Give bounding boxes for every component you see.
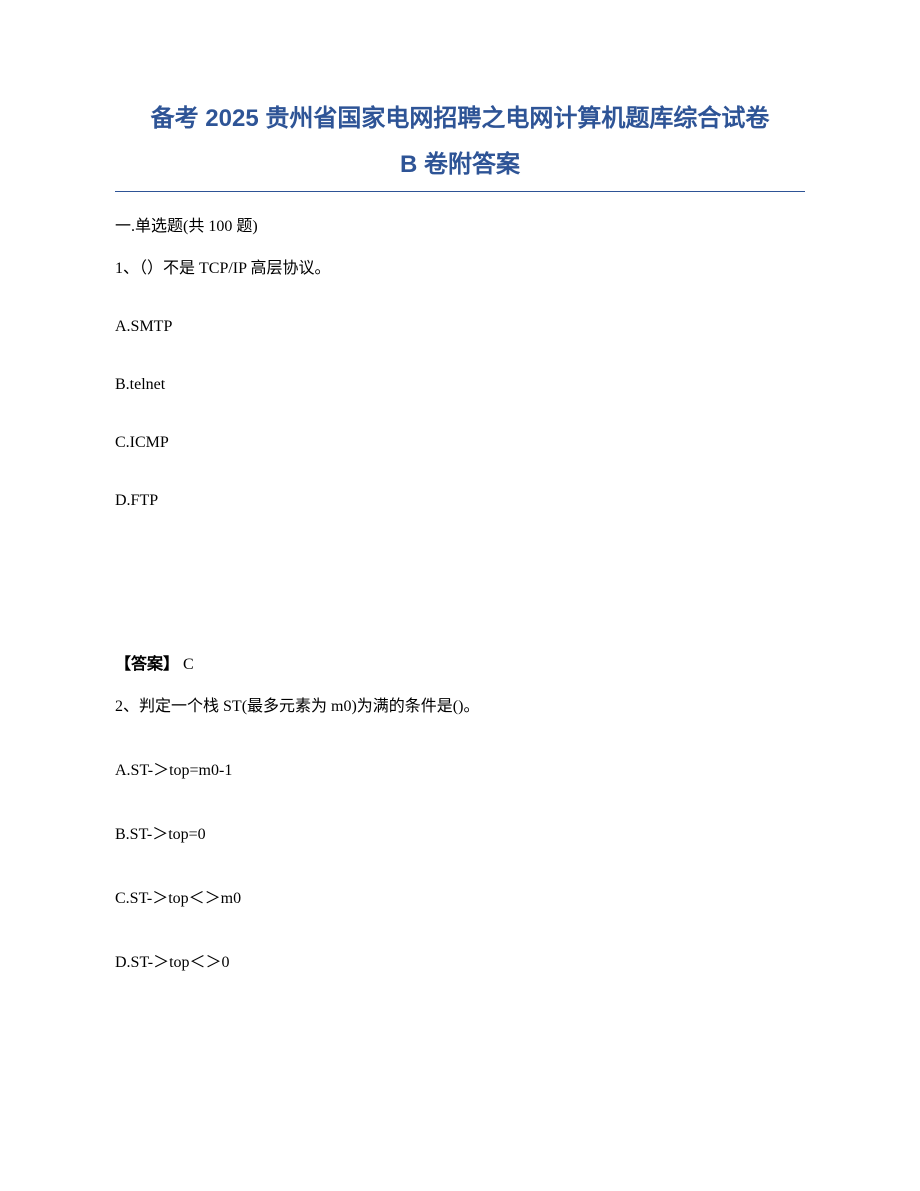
question-1-text: （）不是 TCP/IP 高层协议。 <box>139 260 330 277</box>
question-1-answer: 【答案】 C <box>115 650 805 674</box>
question-2-number: 2、 <box>115 698 139 715</box>
question-2: 2、判定一个栈 ST(最多元素为 m0)为满的条件是()。 <box>115 692 805 716</box>
question-2-option-d: D.ST-＞top＜＞0 <box>115 948 805 972</box>
answer-value: C <box>179 656 194 673</box>
document-title-line1: 备考 2025 贵州省国家电网招聘之电网计算机题库综合试卷 <box>115 100 805 138</box>
question-2-option-c: C.ST-＞top＜＞m0 <box>115 884 805 908</box>
question-2-option-a: A.ST-＞top=m0-1 <box>115 756 805 780</box>
question-1-option-d: D.FTP <box>115 492 805 510</box>
question-1-option-b: B.telnet <box>115 376 805 394</box>
question-1-option-a: A.SMTP <box>115 318 805 336</box>
section-header: 一.单选题(共 100 题) <box>115 212 805 236</box>
answer-label: 【答案】 <box>115 656 179 673</box>
question-1-option-c: C.ICMP <box>115 434 805 452</box>
question-1: 1、（）不是 TCP/IP 高层协议。 <box>115 254 805 278</box>
question-2-option-b: B.ST-＞top=0 <box>115 820 805 844</box>
document-title-line2: B 卷附答案 <box>115 146 805 191</box>
question-1-number: 1、 <box>115 260 139 277</box>
question-2-text: 判定一个栈 ST(最多元素为 m0)为满的条件是()。 <box>139 698 479 715</box>
